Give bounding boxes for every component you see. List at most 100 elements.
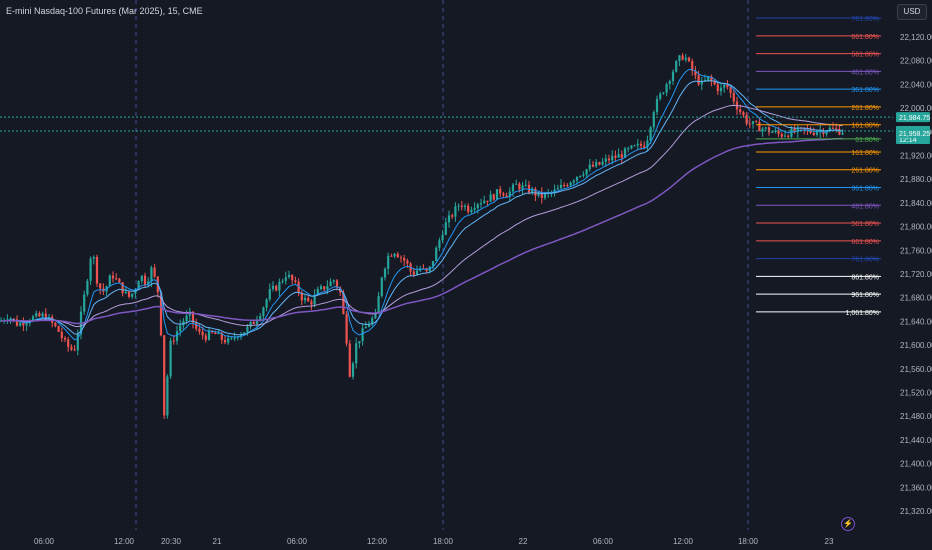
candle-body [751,121,755,124]
candle-body [595,162,598,167]
candle-body [303,297,307,301]
candle-body [764,127,767,129]
candle-body [9,318,12,320]
candle-body [131,293,134,297]
candle-body [515,183,518,185]
candle-body [255,320,259,324]
symbol-title[interactable]: E-mini Nasdaq-100 Futures (Mar 2025), 15… [6,6,203,16]
lightning-icon[interactable]: ⚡ [841,517,855,531]
price-tag [896,112,930,123]
x-tick-label: 18:00 [738,537,759,546]
candle-body [124,291,127,294]
y-tick-label: 21,480.00 [900,412,932,421]
candle-body [649,127,652,141]
candle-body [239,334,243,337]
y-tick-label: 21,520.00 [900,389,932,398]
candle-body [716,84,719,92]
candle-body [396,253,399,258]
candle-body [671,71,675,82]
candle-body [166,376,169,416]
candle-body [771,131,774,133]
candle-body [790,128,793,137]
candle-body [511,184,515,192]
candle-body [76,334,79,351]
candle-body [620,154,623,158]
candle-body [211,331,214,333]
candle-body [111,275,115,279]
candle-body [607,158,611,161]
candle-body [582,174,585,176]
candle-body [54,322,57,327]
candle-body [585,169,588,175]
candle-body [697,75,700,85]
price-tag-label: 21,984.75 [899,115,930,122]
chart-title: E-mini Nasdaq-100 Futures (Mar 2025), 15… [6,6,203,16]
candle-body [444,222,447,235]
candle-body [694,70,697,76]
candle-body [361,328,364,342]
y-tick-label: 21,320.00 [900,507,932,516]
candle-body [319,286,323,290]
candle-body [732,92,735,102]
currency-button[interactable]: USD [897,4,927,20]
candle-body [447,215,451,223]
candle-body [566,185,569,187]
x-tick-label: 18:00 [433,537,454,546]
y-tick-label: 21,880.00 [900,175,932,184]
candle-body [742,112,745,116]
candle-body [499,189,502,194]
candle-body [687,57,691,62]
candle-body [214,332,217,335]
candle-body [668,81,671,85]
candle-body [153,267,156,277]
candle-body [777,130,780,134]
candle-body [745,115,748,124]
candle-body [793,128,796,133]
x-tick-label: 12:00 [673,537,694,546]
fib-level-label: 661.80% [851,34,879,41]
y-tick-label: 22,120.00 [900,33,932,42]
candle-body [467,205,470,213]
candle-body [489,194,492,202]
candle-body [22,322,25,326]
candle-body [371,318,374,325]
candle-body [367,324,371,328]
fib-level-label: 761.80% [851,16,879,23]
candle-body [435,247,438,261]
candle-body [83,294,86,312]
candle-body [115,278,118,280]
candle-body [783,135,787,137]
candle-body [537,192,540,196]
candle-body [175,331,179,341]
y-tick-label: 21,640.00 [900,317,932,326]
candle-body [358,341,361,344]
fib-level-label: 1,061.80% [846,310,879,317]
candle-body [758,122,761,132]
candle-body [431,260,435,267]
candle-body [675,61,678,72]
candle-body [249,321,252,327]
fib-level-label: 561.80% [851,52,879,59]
candle-body [323,286,326,290]
candle-body [703,79,707,81]
candle-body [767,127,771,133]
candle-body [291,274,294,281]
candle-body [313,294,316,305]
fib-level-label: 161.80% [851,123,879,130]
candle-body [553,189,556,193]
candle-body [460,205,463,207]
candle-body [201,331,204,336]
y-tick-label: 21,400.00 [900,460,932,469]
y-tick-label: 21,680.00 [900,294,932,303]
candle-body [825,131,828,134]
candle-body [473,208,476,210]
candle-body [348,343,351,377]
candle-body [841,133,844,135]
candle-body [227,338,230,343]
x-tick-label: 06:00 [287,537,308,546]
candle-body [143,275,147,285]
candle-body [633,145,636,147]
x-tick-label: 06:00 [593,537,614,546]
